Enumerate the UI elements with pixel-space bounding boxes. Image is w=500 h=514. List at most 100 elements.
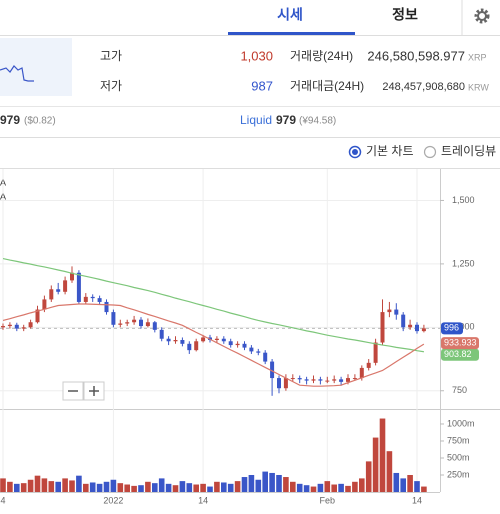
volume-bar (269, 472, 275, 492)
volume-bar (400, 478, 406, 492)
y-tick-label: 1,500 (452, 195, 475, 205)
settings-icon[interactable] (474, 8, 490, 24)
thumbnail (0, 38, 72, 96)
volume-bar (359, 478, 365, 492)
candle-body (228, 341, 233, 346)
candle-body (366, 362, 371, 368)
radio[interactable] (423, 145, 437, 159)
volume-bar (117, 483, 124, 492)
candle-body (104, 301, 109, 313)
y-tick-label: 1,250 (452, 258, 475, 268)
volume-bar (89, 482, 96, 492)
volume-bar (317, 483, 324, 492)
tab[interactable]: 정보 (392, 7, 418, 23)
candle-body (290, 378, 295, 380)
candle-body (297, 378, 302, 380)
converted: (¥94.58) (299, 116, 336, 127)
price-tag-label: 996 (444, 323, 459, 333)
candle-body (49, 289, 54, 300)
price-tag: 903.82 (441, 348, 479, 361)
candle-body (359, 367, 364, 379)
volume-bar (62, 478, 68, 492)
volume-bar (365, 461, 372, 492)
volume-bar (379, 418, 386, 492)
price-tag-bg (441, 337, 479, 350)
candle-body (408, 324, 413, 328)
stat-label: 고가 (100, 49, 122, 63)
volume-bar (20, 483, 27, 492)
candle-body (90, 296, 95, 299)
x-tick-label: 14 (412, 495, 422, 505)
candle-body (56, 289, 61, 292)
candle-body (97, 298, 102, 302)
sparkline (0, 65, 34, 82)
volume-bar (324, 481, 331, 492)
volume-bar (41, 478, 48, 492)
candle-body (63, 280, 68, 292)
candle-body (394, 309, 399, 315)
volume-bar (27, 479, 34, 492)
candle-body (125, 322, 130, 324)
candle-body (421, 328, 426, 332)
candle-body (401, 314, 406, 328)
candle-body (339, 379, 344, 382)
volume-bar (207, 486, 213, 492)
volume-bar (338, 483, 344, 492)
price-tag-bg (441, 322, 463, 335)
candle-body (14, 324, 19, 329)
volume-bar (124, 484, 130, 492)
volume-bar (0, 478, 6, 492)
volume-bar (421, 486, 427, 492)
y-tick-label: 750 (452, 385, 467, 395)
price-tag-label: 903.82 (444, 349, 472, 359)
volume-bar (290, 481, 296, 492)
volume-tick-label: 250m (447, 469, 470, 479)
volume-bar (248, 474, 255, 492)
volume-bar (145, 481, 151, 492)
candle-body (221, 338, 226, 342)
candle-body (35, 309, 40, 323)
volume-bar (172, 485, 179, 492)
volume-bar (283, 477, 289, 492)
candle-body (7, 324, 12, 327)
volume-bar (48, 481, 55, 492)
candle-body (118, 323, 123, 325)
candle-body (373, 342, 378, 363)
radio-dot (352, 149, 358, 155)
volume-bar (372, 437, 379, 492)
candle-body (249, 347, 254, 352)
candle-body (318, 379, 323, 381)
candle-body (277, 378, 281, 389)
volume-bar (83, 483, 89, 492)
volume-bar (407, 474, 413, 492)
stat-label: 거래량(24H) (290, 49, 353, 63)
candle-body (263, 352, 268, 362)
candle-body (76, 272, 81, 302)
volume-bar (34, 475, 41, 492)
x-tick-label: 4 (0, 495, 5, 505)
volume-bar (193, 484, 199, 492)
converted: ($0.82) (24, 116, 56, 127)
volume-bar (345, 485, 351, 492)
gear (477, 11, 487, 21)
candle-body (111, 312, 116, 325)
tab[interactable]: 시세 (277, 7, 303, 23)
volume-bar (103, 481, 110, 492)
stat-value: 248,457,908,680 (382, 81, 465, 93)
volume-bar (276, 474, 282, 492)
volume-bar (69, 480, 75, 492)
volume-bar (131, 485, 137, 492)
volume-bar (262, 471, 268, 492)
candle-body (132, 319, 137, 323)
price-tag-bg (441, 348, 479, 361)
option-label[interactable]: 기본 차트 (366, 144, 414, 158)
candle-body (380, 312, 385, 343)
option-label[interactable]: 트레이딩뷰 (441, 144, 496, 158)
price: 979 (276, 113, 296, 127)
plot: 750 1,000 1,250 1,500 250m 500m 750m 1000m 4 2022… (0, 169, 475, 505)
moving-average (2, 303, 425, 387)
gear (474, 8, 490, 24)
candle-body (332, 379, 337, 381)
volume-tick-label: 1000m (447, 418, 475, 428)
